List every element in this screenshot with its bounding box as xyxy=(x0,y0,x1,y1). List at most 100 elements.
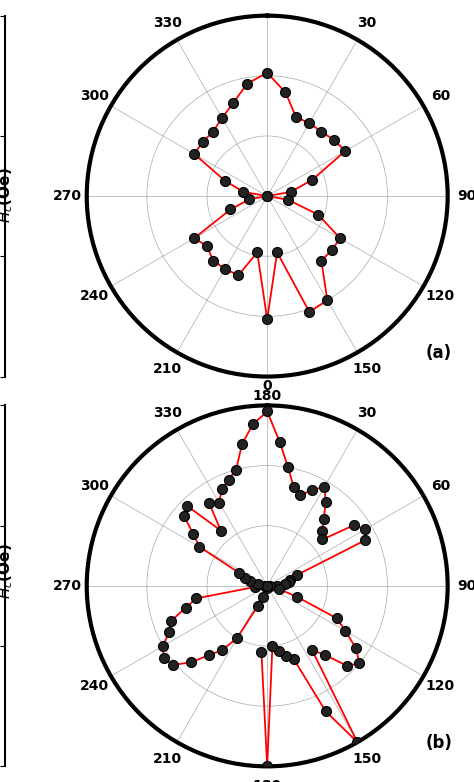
Text: (a): (a) xyxy=(426,344,452,362)
Point xyxy=(266,580,273,593)
Point xyxy=(264,760,271,773)
Point xyxy=(290,481,298,493)
Point xyxy=(159,640,167,652)
Point xyxy=(318,125,325,138)
Point xyxy=(282,578,289,590)
Point xyxy=(361,523,369,536)
Point xyxy=(199,136,207,149)
Point xyxy=(254,246,261,259)
Point xyxy=(308,484,316,497)
Point xyxy=(292,111,300,124)
Point xyxy=(293,590,301,603)
Point xyxy=(287,185,295,198)
Point xyxy=(322,496,329,508)
Point xyxy=(282,649,290,662)
Point xyxy=(314,208,322,221)
Point xyxy=(191,148,198,160)
Point xyxy=(306,306,313,318)
Point xyxy=(218,482,226,495)
Point xyxy=(160,652,167,665)
Point xyxy=(165,626,173,638)
Point xyxy=(217,525,225,537)
Point xyxy=(209,125,217,138)
Point xyxy=(264,579,271,592)
Point xyxy=(225,473,232,486)
Point xyxy=(254,578,262,590)
Point xyxy=(258,646,265,658)
Point xyxy=(203,240,211,253)
Point xyxy=(273,579,281,592)
Point xyxy=(219,644,226,656)
Point xyxy=(342,145,349,157)
Point xyxy=(337,232,344,245)
Point xyxy=(275,583,283,595)
Point xyxy=(350,519,358,532)
Point xyxy=(182,601,190,614)
Point xyxy=(269,640,276,652)
Point xyxy=(251,581,259,594)
Point xyxy=(356,657,363,669)
Point xyxy=(190,528,197,540)
Point xyxy=(264,579,271,592)
Point xyxy=(209,254,217,267)
Point xyxy=(264,313,271,325)
Point xyxy=(290,653,298,665)
Point xyxy=(221,174,228,187)
Point xyxy=(246,193,253,206)
Point xyxy=(320,481,328,493)
Text: (b): (b) xyxy=(426,734,453,752)
Point xyxy=(264,66,271,79)
Point xyxy=(246,575,254,587)
Point xyxy=(244,77,251,90)
Point xyxy=(181,510,188,522)
Point xyxy=(215,497,223,509)
Point xyxy=(263,582,270,594)
Point xyxy=(221,263,229,275)
Point xyxy=(169,658,177,671)
Point xyxy=(306,117,313,130)
Point xyxy=(273,246,281,259)
Point xyxy=(287,573,294,586)
Point xyxy=(275,645,283,658)
Point xyxy=(343,659,351,672)
Text: $H_c$(Oe): $H_c$(Oe) xyxy=(0,167,15,224)
Point xyxy=(320,512,328,525)
Point xyxy=(362,534,369,547)
Point xyxy=(235,566,243,579)
Point xyxy=(264,190,271,203)
Point xyxy=(205,497,213,509)
Point xyxy=(264,190,271,203)
Point xyxy=(240,185,247,198)
Point xyxy=(324,294,331,307)
Point xyxy=(167,615,175,627)
Point xyxy=(235,269,242,282)
Point xyxy=(308,644,316,656)
Point xyxy=(333,612,341,625)
Point xyxy=(191,232,198,245)
Point xyxy=(282,86,289,99)
Point xyxy=(322,705,329,718)
Point xyxy=(196,540,203,553)
Point xyxy=(227,203,234,216)
Point xyxy=(296,490,304,502)
Point xyxy=(319,533,326,546)
Point xyxy=(284,461,292,474)
Point xyxy=(330,134,338,146)
Point xyxy=(241,572,248,584)
Point xyxy=(264,405,271,418)
Point xyxy=(232,464,240,476)
Point xyxy=(205,649,213,662)
Point xyxy=(229,97,237,109)
Point xyxy=(259,591,267,604)
Point xyxy=(293,569,301,582)
Point xyxy=(321,649,329,662)
Point xyxy=(261,579,269,592)
Point xyxy=(254,599,262,612)
Text: $H_c$(Oe): $H_c$(Oe) xyxy=(0,543,15,599)
Point xyxy=(284,193,292,206)
Point xyxy=(319,525,326,537)
Point xyxy=(238,437,246,450)
Point xyxy=(183,500,191,512)
Point xyxy=(233,632,241,644)
Point xyxy=(192,592,200,604)
